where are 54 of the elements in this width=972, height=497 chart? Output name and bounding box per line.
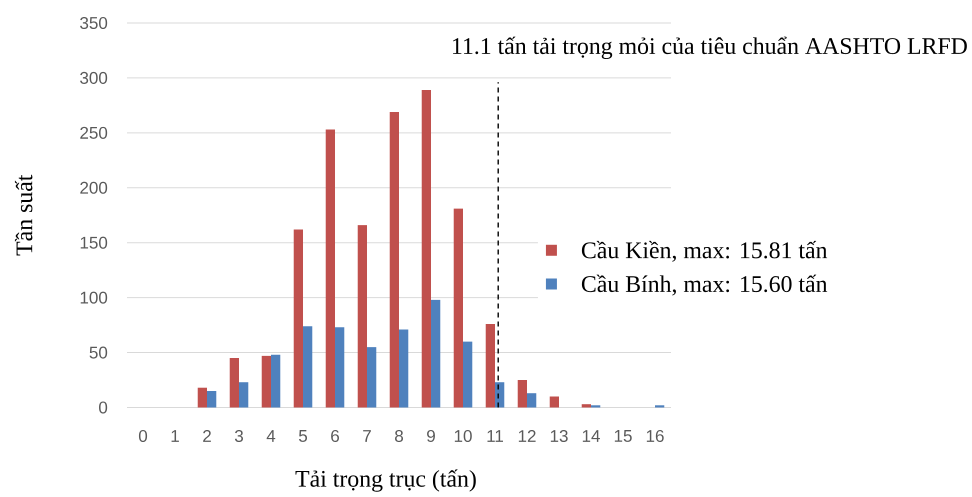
bar xyxy=(422,90,432,408)
x-tick-label: 10 xyxy=(454,430,472,442)
x-tick-label: 3 xyxy=(234,430,243,442)
legend-label: Cầu Kiền, max: 15.81 tấn xyxy=(582,240,828,262)
bar xyxy=(527,393,536,408)
y-tick-label: 150 xyxy=(80,236,108,249)
x-tick-label: 1 xyxy=(172,430,179,442)
x-axis-title: Tải trọng trục (tấn) xyxy=(296,469,476,492)
y-tick-label: 300 xyxy=(80,72,108,84)
bar xyxy=(335,327,344,408)
bar xyxy=(454,208,464,408)
ref-line-label: 11.1 tấn tải trọng mỏi của tiêu chuẩn AASHTO LRFD xyxy=(452,36,967,60)
x-tick-label: 4 xyxy=(266,430,276,442)
bar xyxy=(294,230,304,408)
x-tick-label: 11 xyxy=(487,430,503,442)
bar xyxy=(262,356,272,408)
legend-label: Cầu Bính, max: 15.60 tấn xyxy=(582,274,828,296)
bar xyxy=(303,326,312,408)
x-tick-label: 9 xyxy=(427,430,435,442)
bar xyxy=(582,404,591,408)
x-tick-label: 13 xyxy=(550,430,568,442)
bar xyxy=(431,300,440,408)
bar xyxy=(390,112,400,408)
bar xyxy=(463,342,472,408)
bar xyxy=(358,225,368,408)
bar xyxy=(239,382,248,408)
y-tick-label: 100 xyxy=(80,292,108,304)
x-tick-label: 2 xyxy=(203,430,211,442)
x-tick-label: 8 xyxy=(395,430,403,442)
x-tick-label: 6 xyxy=(331,430,339,442)
bar xyxy=(207,391,216,408)
bar xyxy=(399,329,408,408)
bar xyxy=(198,388,208,408)
bar xyxy=(367,347,376,408)
x-tick-label: 5 xyxy=(298,430,308,442)
y-tick-label: 250 xyxy=(80,126,108,139)
x-tick-label: 14 xyxy=(582,430,600,442)
y-tick-label: 50 xyxy=(90,346,108,359)
bar xyxy=(230,358,240,408)
y-tick-label: 350 xyxy=(80,16,108,30)
x-tick-label: 16 xyxy=(646,430,664,442)
x-tick-label: 12 xyxy=(518,430,536,442)
y-tick-label: 200 xyxy=(80,182,108,194)
bar xyxy=(271,354,280,408)
x-tick-label: 0 xyxy=(138,430,148,442)
x-tick-label: 7 xyxy=(363,430,371,442)
y-axis-title: Tần suất xyxy=(14,174,32,256)
bar xyxy=(550,396,560,408)
bar xyxy=(495,382,504,408)
bar xyxy=(518,380,527,408)
bar xyxy=(326,130,336,408)
x-tick-label: 15 xyxy=(614,430,632,442)
bar xyxy=(486,324,496,408)
y-tick-label: 0 xyxy=(99,401,108,414)
